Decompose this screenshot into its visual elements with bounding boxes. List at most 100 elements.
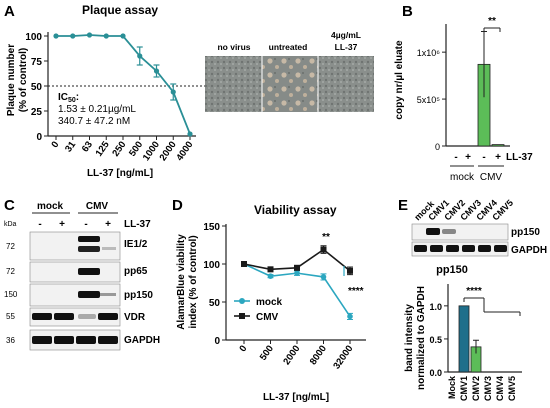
- panel-e-ytick-label: 1.0: [429, 302, 442, 312]
- band-vdr-4: [98, 313, 118, 320]
- panel-e-xtick-label: CMV5: [507, 376, 517, 401]
- image-label-treated-line1: 4µg/mL: [331, 30, 361, 40]
- legend-cmv-marker: [239, 313, 245, 319]
- panel-a-point: [137, 53, 143, 59]
- panel-a-xtick-label: 4000: [174, 139, 195, 163]
- panel-e-gapdh-bands: [414, 245, 507, 252]
- panel-b-group-mock: mock: [450, 172, 475, 183]
- panel-a-ylabel-2: (% of control): [18, 48, 29, 112]
- panel-d-ytick-label: 50: [209, 298, 221, 309]
- panel-d-sig-bottom: ****: [348, 286, 364, 297]
- panel-d-point-cmv: [241, 261, 247, 267]
- panel-e-xtick-label: CMV3: [483, 376, 493, 401]
- panel-c-mark-2: +: [59, 219, 65, 230]
- panel-b-mark-2: +: [465, 152, 471, 163]
- panel-d-point-cmv: [267, 266, 274, 273]
- panel-d-ytick-label: 0: [214, 336, 220, 347]
- panel-e-bar: [458, 305, 470, 373]
- band-label-vdr: VDR: [124, 312, 146, 323]
- band-gapdh-1: [32, 336, 52, 344]
- panel-d-sig-top: **: [322, 232, 330, 243]
- panel-a-ylabel-1: Plaque number: [6, 44, 17, 116]
- panel-letter-d: D: [172, 197, 183, 214]
- panel-c-mark-4: +: [105, 219, 111, 230]
- panel-e-gapdh-band: [462, 245, 475, 252]
- panel-e-gapdh-band: [494, 245, 507, 252]
- panel-letter-b: B: [402, 3, 413, 20]
- band-gapdh-4: [98, 336, 118, 344]
- band-label-pp65: pp65: [124, 266, 148, 277]
- blot-strip-pp150: [29, 283, 121, 307]
- band-gapdh-2: [54, 336, 74, 344]
- image-label-untreated: untreated: [269, 42, 308, 52]
- blot-strip-vdr: [29, 307, 121, 327]
- panel-b-mark-3: -: [482, 152, 485, 163]
- panel-b-yticks: 0 5x10⁵ 1x10⁶: [417, 48, 446, 152]
- panel-d-point-mock: [267, 273, 274, 279]
- panel-a-plot: [53, 32, 193, 137]
- panel-d-point-mock: [347, 313, 353, 320]
- panel-e-xtick-label: CMV4: [495, 376, 505, 401]
- panel-d-plot: [241, 245, 353, 320]
- panel-d-xtick-label: 500: [258, 343, 276, 362]
- panel-d-xtick-label: 32000: [331, 343, 355, 371]
- panel-d-point-cmv: [347, 267, 353, 274]
- panel-d-point-cmv: [320, 246, 327, 253]
- band-ie12-1: [78, 236, 100, 242]
- panel-a-xtick-label: 125: [94, 139, 113, 159]
- band-pp150-faint: [100, 293, 116, 296]
- panel-e-gapdh-band: [430, 245, 443, 252]
- panel-a-xtick-label: 1000: [141, 139, 162, 163]
- panel-a-ytick-label: 100: [25, 32, 42, 43]
- legend-cmv-label: CMV: [256, 312, 279, 323]
- panel-a-point: [70, 33, 76, 39]
- micrograph-no-virus: [205, 56, 262, 112]
- legend-mock-marker: [239, 298, 245, 304]
- panel-d-point-cmv: [294, 264, 300, 271]
- panel-e-bar-title: pp150: [436, 264, 468, 276]
- panel-e-ytick-label: 0.0: [429, 368, 442, 378]
- panel-e-plot: [458, 305, 482, 373]
- panel-e-gapdh-band: [414, 245, 427, 252]
- panel-d-ylabel-1: AlamarBlue viability: [176, 234, 187, 330]
- panel-e-xtick-label: CMV1: [459, 376, 469, 401]
- panel-d-ylabel-2: index (% of control): [188, 235, 199, 328]
- panel-d-ytick-label: 150: [203, 222, 220, 233]
- panel-d-xtick-label: 8000: [308, 343, 329, 367]
- panel-d-point-mock: [294, 270, 300, 276]
- panel-b: copy nr/µl eluate 0 5x10⁵ 1x10⁶ ** - + - +…: [394, 16, 533, 183]
- blot-strip-gapdh: [29, 329, 121, 351]
- band-ie12-2: [78, 246, 100, 252]
- panel-e-ylabel-1: band intensity: [404, 304, 415, 372]
- panel-e-yticks: 0.0 0.5 1.0: [429, 302, 448, 378]
- legend-mock-label: mock: [256, 297, 283, 308]
- panel-a-point: [120, 33, 126, 39]
- panel-b-ylabel: copy nr/µl eluate: [394, 40, 405, 120]
- panel-a: Plaque assay Plaque number (% of control…: [6, 3, 374, 179]
- marker-ie12: 72: [6, 242, 15, 251]
- panel-b-ll37-label: LL-37: [506, 152, 533, 163]
- panel-c-group-mock: mock: [37, 201, 64, 212]
- panel-c-kda: kDa: [4, 221, 17, 228]
- panel-c-group-cmv: CMV: [86, 201, 109, 212]
- panel-c-mark-3: -: [84, 219, 87, 230]
- panel-a-ytick-label: 75: [31, 57, 43, 68]
- panel-a-title: Plaque assay: [82, 3, 158, 17]
- band-vdr-2: [54, 313, 74, 320]
- band-label-ie12: IE1/2: [124, 239, 148, 250]
- panel-d-xtick-label: 2000: [281, 343, 302, 367]
- panel-e-band-label-pp150: pp150: [511, 227, 540, 238]
- panel-a-point: [187, 131, 193, 137]
- panel-a-xtick-label: 31: [63, 139, 78, 155]
- band-vdr-3: [78, 314, 96, 319]
- marker-pp65: 72: [6, 267, 15, 276]
- panel-a-ytick-label: 0: [36, 132, 42, 143]
- micrograph-ll37: [318, 56, 374, 112]
- panel-b-bar: [491, 144, 505, 147]
- panel-letter-e: E: [398, 197, 408, 214]
- panel-a-xtick-label: 63: [80, 139, 95, 154]
- panel-a-point: [170, 89, 176, 95]
- panel-a-xlabel: LL-37 [ng/mL]: [87, 168, 153, 179]
